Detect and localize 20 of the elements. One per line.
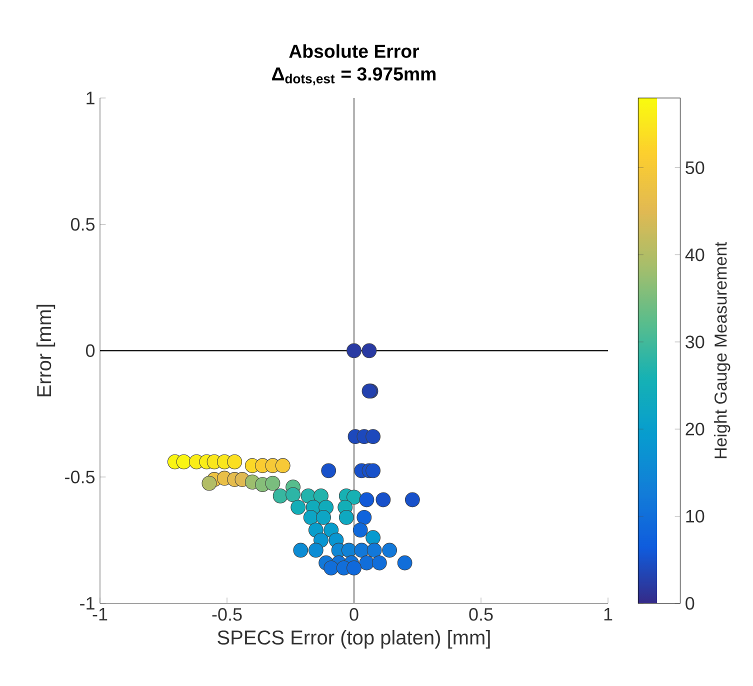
x-axis-title: SPECS Error (top platen) [mm] — [218, 630, 490, 649]
color-bar-label: 50 — [686, 161, 704, 174]
color-bar-label: 30 — [686, 336, 704, 348]
color-bar-label: 20 — [686, 422, 704, 436]
chart-title: Absolute Error — [289, 44, 420, 58]
x-tick-label: -0.5 — [212, 608, 242, 621]
color-bar-label: 0 — [686, 596, 694, 610]
color-bar-label: 40 — [685, 248, 704, 262]
y-tick-label: 0.5 — [70, 218, 95, 231]
chart-subtitle: Δ$_{dots,est}$ = 3.975mm — [272, 67, 436, 86]
x-tick-label: 1 — [604, 608, 612, 620]
x-tick-label: 0.5 — [469, 608, 493, 621]
y-axis-title: Error [mm] — [36, 304, 56, 396]
y-tick-label: 1 — [86, 92, 94, 104]
y-tick-label: -0.5 — [65, 470, 95, 484]
y-tick-label: -1 — [80, 597, 94, 610]
color-bar-label: 10 — [686, 510, 704, 523]
color-bar-title: Height Gauge Measurement — [714, 242, 730, 458]
x-tick-label: 0 — [350, 608, 358, 621]
y-tick-label: 0 — [86, 344, 95, 358]
